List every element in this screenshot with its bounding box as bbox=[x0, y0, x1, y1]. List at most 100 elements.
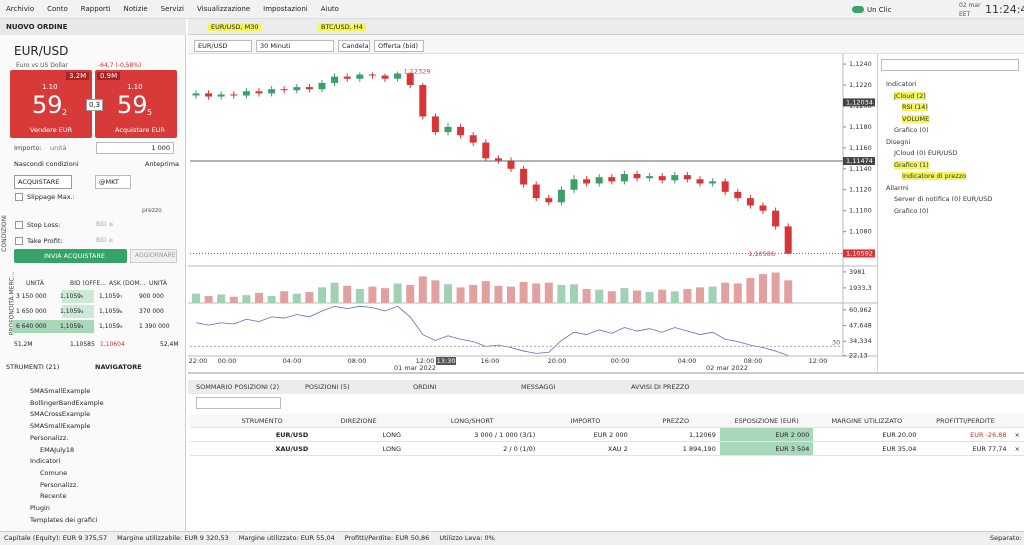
tree-item[interactable]: RSI (14) bbox=[902, 103, 928, 111]
panel-tab[interactable]: ORDINI bbox=[413, 383, 437, 391]
close-button[interactable]: × bbox=[1010, 427, 1024, 442]
menu-item[interactable]: Rapporti bbox=[80, 5, 111, 13]
tree-item[interactable]: Templates dei grafici bbox=[30, 515, 98, 524]
tree-item[interactable]: SMASmallExample bbox=[30, 387, 91, 395]
menu-item[interactable]: Visualizzazione bbox=[197, 5, 251, 13]
tree-item[interactable]: Personalizz. bbox=[30, 433, 69, 442]
column-header[interactable]: STRUMENTO bbox=[212, 414, 313, 428]
tree-item[interactable]: Plugin bbox=[30, 504, 50, 512]
tree-item[interactable]: Allarmi bbox=[886, 183, 909, 192]
panel-tab[interactable]: AVVISI DI PREZZO bbox=[631, 383, 690, 391]
menu-item[interactable]: Conto bbox=[47, 5, 68, 13]
menu-item[interactable]: Servizi bbox=[160, 5, 184, 13]
tree-item[interactable]: SMACrossExample bbox=[30, 410, 91, 419]
volume-bar bbox=[582, 288, 591, 303]
depth-cell: 1,1059₄ bbox=[60, 308, 84, 315]
candle-body bbox=[620, 174, 628, 182]
sell-button[interactable] bbox=[10, 70, 92, 138]
tree-item[interactable]: Grafico (0) bbox=[894, 126, 929, 134]
amount-input[interactable]: 1 000 bbox=[96, 142, 174, 154]
filter-input[interactable] bbox=[196, 397, 281, 409]
order-type-select[interactable]: @MKT bbox=[95, 175, 131, 189]
checkbox-label[interactable]: Take Profit: bbox=[27, 237, 63, 245]
toolbar-select[interactable]: Offerta (bid) bbox=[374, 40, 424, 52]
tree-item[interactable]: Indicatori bbox=[30, 457, 61, 466]
preview-toggle[interactable]: Anteprima bbox=[145, 160, 180, 168]
column-header[interactable]: LONG/SHORT bbox=[405, 414, 540, 428]
row-checkbox[interactable] bbox=[190, 441, 213, 456]
cell: EUR 20,00 bbox=[813, 427, 921, 442]
buy-button[interactable] bbox=[95, 70, 177, 138]
toolbar-select[interactable]: EUR/USD bbox=[194, 40, 252, 52]
column-header[interactable]: PREZZO bbox=[631, 414, 720, 428]
vertical-tab[interactable]: CONDIZIONI bbox=[0, 215, 8, 252]
panel-tab[interactable]: POSIZIONI (5) bbox=[305, 383, 350, 391]
submit-label[interactable]: INVIA ACQUISTARE bbox=[44, 252, 105, 260]
tree-item[interactable]: Personalizz. bbox=[40, 480, 79, 489]
panel-tab[interactable]: NAVIGATORE bbox=[95, 363, 142, 371]
tree-item[interactable]: BollingerBandExample bbox=[30, 398, 104, 407]
menu: Archivio Conto Rapporti Notizie Servizi Visua… bbox=[6, 5, 339, 13]
toolbar-select[interactable]: Candela bbox=[338, 40, 370, 52]
tree-item[interactable]: Disegni bbox=[886, 137, 911, 146]
checkbox[interactable] bbox=[15, 221, 23, 229]
instrument[interactable]: EUR/USD bbox=[14, 44, 69, 58]
close-button[interactable]: × bbox=[1010, 441, 1024, 456]
tree-item[interactable]: Grafico (1) bbox=[894, 160, 929, 169]
update-label[interactable]: AGGIORNARE bbox=[135, 252, 176, 259]
button-label[interactable]: Acquistare EUR bbox=[115, 126, 165, 134]
position-row[interactable]: EUR/USD LONG 3 000 / 1 000 (3/1) EUR 2 000 1… bbox=[190, 427, 1024, 442]
volume-bar bbox=[670, 291, 679, 303]
tree-item[interactable]: SMASmallExample bbox=[30, 422, 91, 431]
tree-item[interactable]: Server di notifica (0) EUR/USD bbox=[894, 195, 993, 203]
column-header[interactable]: MARGINE UTILIZZATO bbox=[813, 414, 921, 428]
checkbox[interactable] bbox=[15, 237, 23, 245]
tree-item[interactable]: Indicatore di prezzo bbox=[902, 172, 967, 180]
candle-body bbox=[217, 94, 225, 97]
candle-body bbox=[658, 176, 666, 181]
tree-item[interactable]: VOLUME bbox=[902, 114, 930, 123]
column-header[interactable]: ESPOSIZIONE (EUR) bbox=[719, 414, 814, 428]
y-tick-label: 60,962 bbox=[849, 306, 872, 314]
panel-tab[interactable]: STRUMENTI (21) bbox=[6, 363, 60, 371]
spread: 0,3 bbox=[86, 99, 104, 111]
depth-cell: 1 650 000 bbox=[16, 308, 47, 315]
tree-item[interactable]: EMAJuly18 bbox=[40, 445, 75, 454]
chart-tab[interactable]: BTC/USD, H4 bbox=[318, 23, 366, 31]
workspace-filter[interactable] bbox=[881, 59, 1019, 71]
panel-tab[interactable]: MESSAGGI bbox=[521, 383, 556, 391]
depth-header: BID (OFFE... bbox=[70, 280, 106, 287]
side-select[interactable]: ACQUISTARE bbox=[14, 175, 72, 189]
checkbox-label[interactable]: Slippage Max.: bbox=[27, 193, 75, 201]
button-label[interactable]: Vendere EUR bbox=[30, 126, 73, 134]
tree-item[interactable]: Recente bbox=[40, 492, 67, 501]
panel-tab[interactable]: SOMMARIO POSIZIONI (2) bbox=[196, 383, 280, 391]
column-header[interactable]: PROFITTI/PERDITE bbox=[920, 414, 1011, 428]
one-click-toggle[interactable] bbox=[852, 6, 864, 13]
tree-item[interactable]: Indicatori bbox=[886, 80, 917, 88]
column-header[interactable]: IMPORTO bbox=[539, 414, 632, 428]
candle-body bbox=[381, 75, 389, 79]
toolbar-select[interactable]: 30 Minuti bbox=[256, 40, 334, 52]
submit-button[interactable] bbox=[14, 249, 127, 263]
candle-body bbox=[356, 74, 364, 79]
chart-tab[interactable]: EUR/USD, M30 bbox=[208, 23, 262, 31]
update-button[interactable] bbox=[130, 249, 177, 263]
volume-bar bbox=[192, 293, 200, 303]
menu-item[interactable]: Aiuto bbox=[320, 5, 339, 13]
tree-item[interactable]: Comune bbox=[40, 468, 68, 477]
menu-item[interactable]: Notizie bbox=[123, 5, 148, 13]
tree-item[interactable]: JCloud (2) bbox=[894, 91, 926, 100]
volume-bar bbox=[368, 286, 377, 303]
checkbox-label[interactable]: Stop Loss: bbox=[27, 221, 61, 229]
menu-item[interactable]: Impostazioni bbox=[263, 5, 308, 13]
checkbox[interactable] bbox=[15, 193, 23, 201]
one-click-label[interactable]: Un Clic bbox=[867, 6, 892, 14]
toggle-conditions[interactable]: Nascondi condizioni bbox=[14, 160, 79, 168]
tree-item[interactable]: JCloud (0) EUR/USD bbox=[894, 149, 958, 157]
row-checkbox[interactable] bbox=[190, 427, 213, 442]
menu-item[interactable]: Archivio bbox=[6, 5, 35, 13]
column-header[interactable]: DIREZIONE bbox=[312, 414, 406, 428]
tree-item[interactable]: Grafico (0) bbox=[894, 206, 929, 215]
